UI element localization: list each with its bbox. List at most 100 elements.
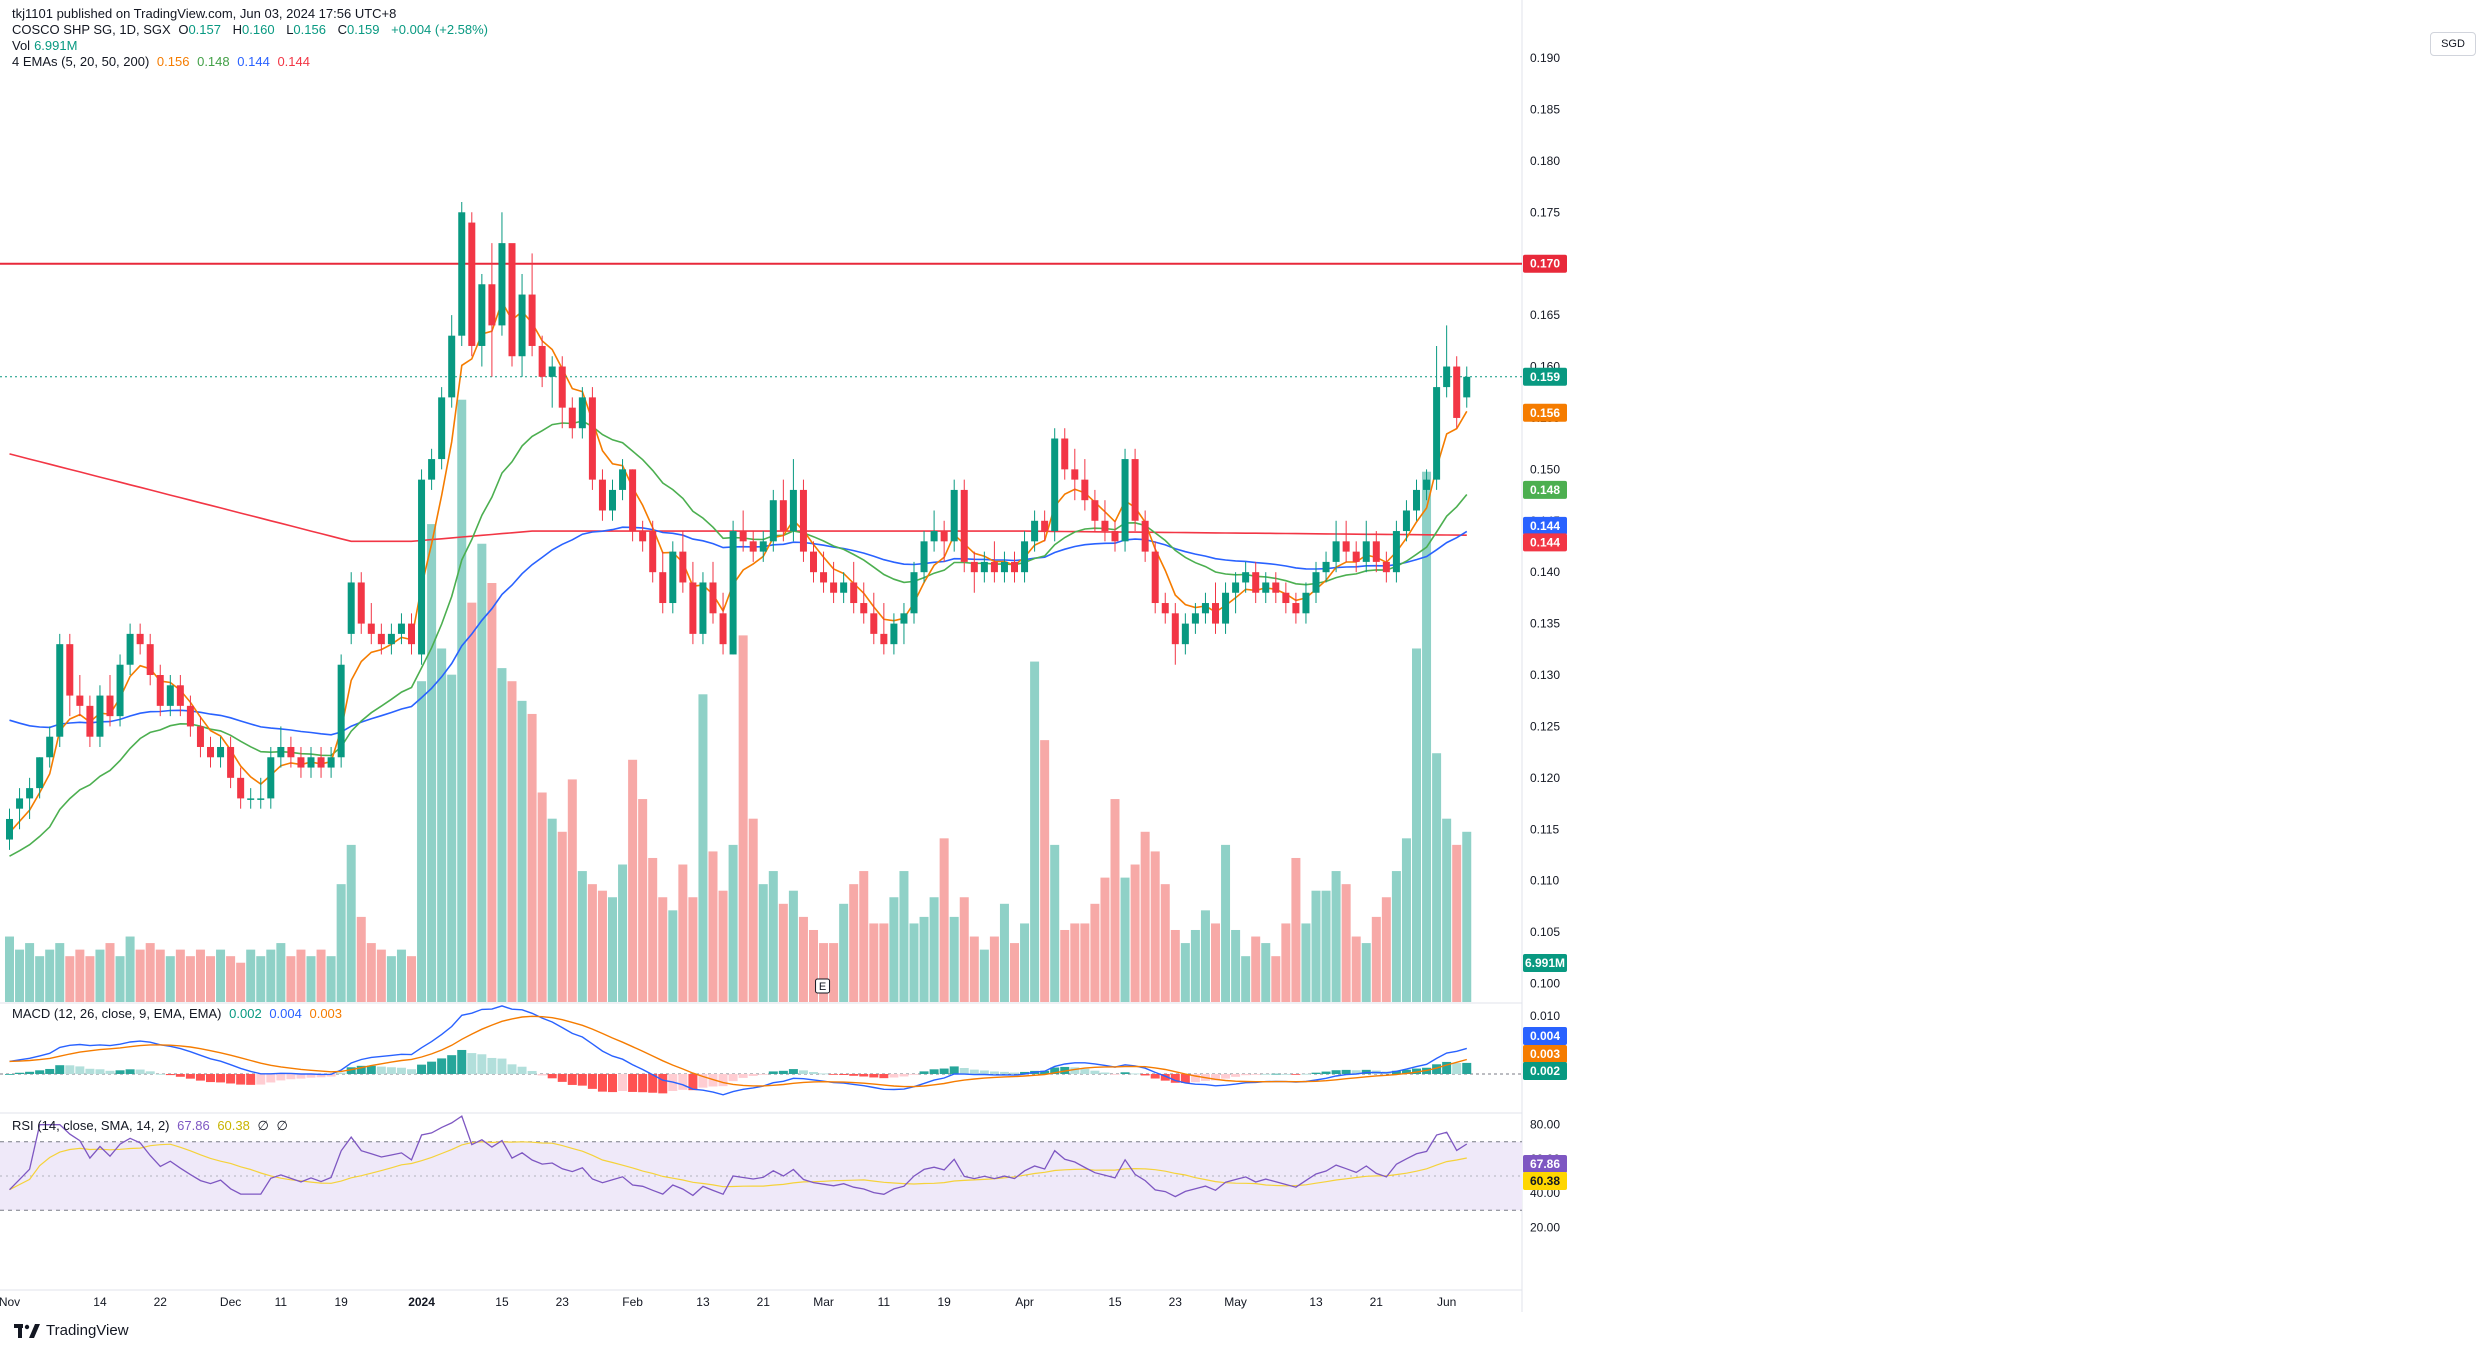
macd-histogram-bar	[738, 1074, 748, 1078]
macd-histogram-bar	[1120, 1072, 1130, 1074]
macd-line-badge-bg	[1523, 1027, 1567, 1045]
macd-histogram-bar	[497, 1058, 507, 1074]
ema20-badge-bg	[1523, 480, 1567, 499]
macd-histogram-bar	[1351, 1070, 1361, 1074]
volume-bar	[155, 949, 165, 1002]
volume-bar	[396, 949, 406, 1002]
volume-bar	[1150, 851, 1160, 1002]
volume-bar	[115, 956, 125, 1002]
macd-histogram-bar	[386, 1067, 396, 1074]
ohlc-legend[interactable]: COSCO SHP SG, 1D, SGX O0.157 H0.160 L0.1…	[12, 22, 492, 38]
price-tick-label: 0.165	[1530, 308, 1560, 322]
volume-bar	[226, 956, 236, 1002]
candle-body	[920, 541, 928, 573]
macd-histogram-bar	[929, 1069, 939, 1074]
macd-histogram-bar	[125, 1069, 135, 1074]
volume-bar	[608, 897, 617, 1002]
candle-body	[1362, 541, 1370, 562]
price-tick-label: 0.110	[1530, 874, 1559, 888]
volume-bar	[75, 949, 85, 1002]
volume-bar	[427, 524, 437, 1002]
candle-body	[86, 705, 94, 737]
macd-histogram-bar	[55, 1065, 65, 1074]
resistance-badge: 0.170	[1530, 257, 1560, 271]
candle-body	[578, 397, 586, 429]
macd-histogram-bar	[608, 1074, 617, 1093]
candle-body	[458, 212, 466, 336]
candle-body	[659, 572, 667, 604]
candle-body	[820, 572, 828, 583]
rsi-ma-line	[9, 1141, 1467, 1191]
volume-bar	[45, 949, 55, 1002]
candle-body	[518, 294, 526, 357]
candle-body	[337, 664, 345, 758]
rsi-legend[interactable]: RSI (14, close, SMA, 14, 2) 67.86 60.38 …	[12, 1118, 292, 1134]
volume-bar	[658, 897, 668, 1002]
volume-badge-bg	[1523, 954, 1567, 972]
candle-body	[6, 818, 13, 840]
volume-bar	[175, 949, 185, 1002]
time-tick-label: May	[1224, 1295, 1247, 1309]
candle-body	[568, 407, 576, 429]
volume-bar	[1442, 818, 1452, 1002]
candle-body	[357, 582, 365, 624]
change-value: +0.004 (+2.58%)	[391, 22, 489, 37]
macd-histogram-bar	[688, 1074, 698, 1091]
candle-body	[588, 397, 596, 480]
macd-histogram-bar	[778, 1070, 788, 1074]
macd-histogram-bar	[447, 1055, 457, 1074]
volume-bar	[1401, 838, 1411, 1002]
macd-histogram-bar	[1211, 1074, 1220, 1081]
volume-bar	[1422, 471, 1432, 1003]
macd-histogram-bar	[437, 1058, 447, 1074]
candle-body	[870, 613, 878, 634]
macd-histogram-bar	[165, 1074, 175, 1076]
candle-body	[1252, 572, 1260, 593]
candle-body	[257, 798, 265, 800]
macd-histogram-bar	[969, 1069, 979, 1074]
macd-histogram-bar	[1160, 1074, 1170, 1081]
high-value: 0.160	[242, 22, 275, 37]
candle-body	[810, 551, 817, 573]
macd-histogram-bar	[527, 1070, 537, 1074]
macd-histogram-bar	[45, 1068, 55, 1074]
time-tick-label: Mar	[813, 1295, 834, 1309]
macd-histogram-bar	[1442, 1061, 1452, 1074]
volume-bar	[768, 871, 778, 1002]
macd-histogram-bar	[1251, 1074, 1261, 1075]
price-tick-label: 0.185	[1530, 102, 1560, 116]
ema-legend[interactable]: 4 EMAs (5, 20, 50, 200) 0.156 0.148 0.14…	[12, 54, 314, 70]
macd-histogram-bar	[346, 1067, 356, 1074]
volume-bar	[587, 884, 597, 1002]
open-value: 0.157	[188, 22, 221, 37]
macd-histogram-bar	[1462, 1062, 1472, 1074]
volume-bar	[577, 871, 587, 1002]
macd-histogram-bar	[658, 1074, 668, 1094]
time-tick-label: 19	[334, 1295, 348, 1309]
macd-hist-badge: 0.002	[1530, 1064, 1560, 1078]
macd-histogram-bar	[1291, 1074, 1301, 1075]
volume-bar	[889, 897, 899, 1002]
volume-bar	[1100, 877, 1110, 1002]
volume-bar	[35, 956, 45, 1002]
macd-histogram-bar	[879, 1074, 889, 1079]
time-tick-label: 13	[696, 1295, 710, 1309]
macd-histogram-bar	[839, 1074, 849, 1075]
time-tick-label: 21	[1370, 1295, 1384, 1309]
macd-histogram-bar	[587, 1074, 597, 1089]
symbol-label[interactable]: COSCO SHP SG, 1D, SGX	[12, 22, 171, 37]
volume-bar	[1180, 943, 1190, 1002]
candle-body	[1463, 376, 1471, 398]
volume-bar	[557, 831, 567, 1002]
volume-bar	[517, 700, 527, 1002]
candle-body	[1071, 469, 1079, 480]
currency-button[interactable]: SGD	[2430, 32, 2476, 56]
rsi-ma-badge-bg	[1523, 1172, 1567, 1190]
candle-body	[387, 633, 395, 645]
tradingview-logo[interactable]: TradingView	[14, 1322, 129, 1339]
volume-bar	[527, 713, 537, 1002]
volume-legend[interactable]: Vol 6.991M	[12, 38, 81, 54]
macd-histogram-bar	[1150, 1074, 1160, 1079]
macd-legend[interactable]: MACD (12, 26, close, 9, EMA, EMA) 0.002 …	[12, 1006, 346, 1022]
